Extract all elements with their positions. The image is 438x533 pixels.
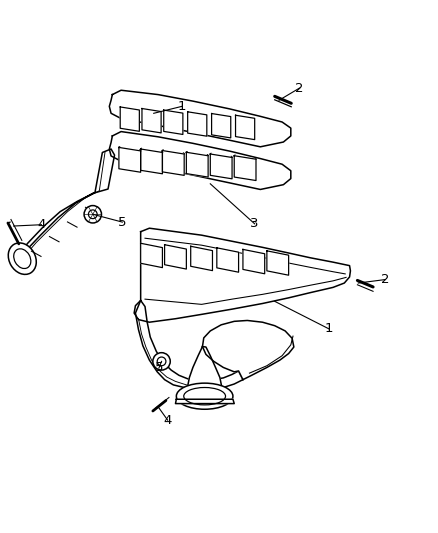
Polygon shape bbox=[187, 346, 222, 397]
Polygon shape bbox=[110, 90, 291, 147]
Polygon shape bbox=[164, 110, 183, 134]
Polygon shape bbox=[134, 228, 350, 322]
Polygon shape bbox=[162, 150, 184, 175]
Text: 5: 5 bbox=[118, 216, 127, 229]
Polygon shape bbox=[212, 114, 231, 138]
Polygon shape bbox=[186, 152, 208, 177]
Text: 5: 5 bbox=[155, 361, 163, 374]
Ellipse shape bbox=[153, 353, 170, 370]
Ellipse shape bbox=[177, 383, 233, 409]
Polygon shape bbox=[210, 154, 232, 179]
Polygon shape bbox=[176, 399, 234, 403]
Polygon shape bbox=[142, 109, 161, 133]
Polygon shape bbox=[202, 320, 294, 379]
Text: 2: 2 bbox=[381, 273, 389, 286]
Text: 3: 3 bbox=[251, 217, 259, 230]
Text: 2: 2 bbox=[295, 82, 304, 94]
Ellipse shape bbox=[84, 206, 102, 223]
Ellipse shape bbox=[8, 243, 36, 274]
Polygon shape bbox=[135, 301, 243, 389]
Polygon shape bbox=[187, 112, 207, 136]
Polygon shape bbox=[234, 156, 256, 181]
Text: 4: 4 bbox=[163, 414, 172, 426]
Polygon shape bbox=[141, 243, 162, 268]
Text: 4: 4 bbox=[37, 218, 46, 231]
Polygon shape bbox=[110, 132, 291, 189]
Polygon shape bbox=[141, 149, 162, 174]
Polygon shape bbox=[267, 251, 289, 275]
Polygon shape bbox=[191, 246, 212, 271]
Polygon shape bbox=[119, 148, 141, 172]
Text: 1: 1 bbox=[325, 322, 333, 335]
Text: 1: 1 bbox=[178, 100, 186, 113]
Polygon shape bbox=[217, 248, 239, 272]
Polygon shape bbox=[243, 249, 265, 274]
Polygon shape bbox=[165, 245, 186, 269]
Polygon shape bbox=[14, 149, 115, 263]
Polygon shape bbox=[236, 115, 254, 140]
Polygon shape bbox=[120, 107, 139, 131]
